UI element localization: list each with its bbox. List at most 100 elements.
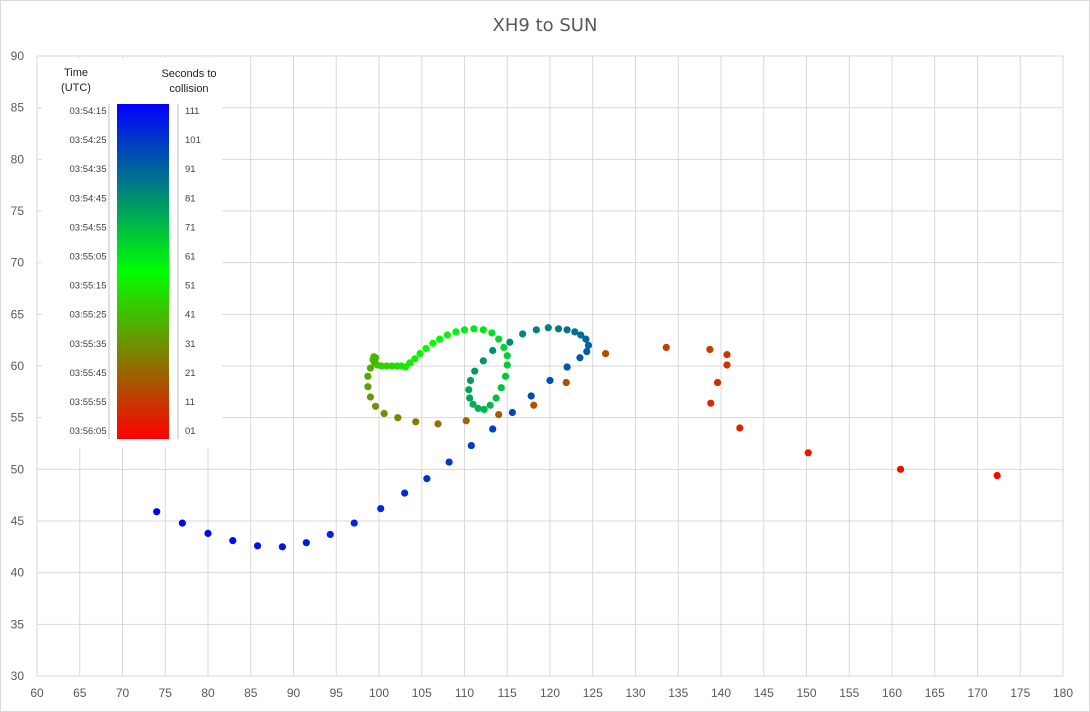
legend-seconds-label: 41 [185, 310, 196, 321]
y-tick-label: 50 [11, 462, 25, 476]
y-tick-label: 75 [11, 204, 25, 218]
data-point [371, 402, 380, 410]
data-point [436, 335, 444, 343]
legend-seconds-header-1: Seconds to [161, 68, 216, 80]
y-tick-label: 30 [11, 669, 25, 683]
legend-seconds-label: 91 [185, 164, 196, 175]
data-point [434, 420, 442, 428]
data-point [554, 325, 563, 333]
data-point [501, 372, 510, 380]
data-point [350, 519, 358, 527]
data-point [366, 364, 375, 372]
x-tick-label: 80 [201, 686, 215, 700]
x-tick-label: 95 [330, 686, 344, 700]
data-point [380, 409, 388, 418]
data-point [393, 362, 401, 370]
x-tick-label: 65 [73, 686, 87, 700]
legend-time-label: 03:55:55 [70, 397, 107, 408]
chart-title: XH9 to SUN [493, 15, 598, 36]
data-point [466, 394, 474, 402]
data-point [460, 326, 469, 334]
data-point [527, 392, 535, 400]
data-point [253, 542, 262, 550]
data-point [366, 393, 375, 401]
y-tick-label: 85 [11, 101, 25, 115]
data-point [707, 399, 715, 407]
data-point [508, 408, 516, 417]
data-point [462, 417, 470, 425]
data-point [326, 530, 334, 539]
data-point [576, 354, 584, 362]
tick-labels: 60 65 70 75 80 85 90 95 100 105 110 115 120 125 130 135… [11, 49, 1074, 700]
legend-seconds-label: 101 [185, 135, 201, 146]
data-point [401, 489, 409, 497]
data-point [423, 475, 431, 483]
x-tick-label: 150 [796, 686, 816, 700]
data-point [480, 405, 488, 413]
legend-time-label: 03:54:45 [70, 193, 107, 204]
x-tick-label: 180 [1053, 686, 1073, 700]
data-point [377, 505, 385, 513]
data-point [571, 328, 579, 336]
data-point [506, 338, 514, 346]
y-tick-label: 70 [11, 256, 25, 270]
data-point [469, 400, 477, 408]
data-point [723, 351, 731, 359]
data-point [896, 465, 905, 473]
data-point [662, 343, 670, 351]
legend-time-label: 03:56:05 [70, 426, 107, 437]
data-point [364, 383, 372, 391]
data-point [495, 335, 503, 343]
x-tick-label: 90 [287, 686, 301, 700]
x-tick-label: 60 [30, 686, 44, 700]
data-point [500, 343, 508, 351]
x-tick-label: 165 [925, 686, 945, 700]
legend-time-label: 03:54:25 [70, 135, 107, 146]
data-point [479, 326, 487, 334]
x-tick-label: 70 [116, 686, 130, 700]
x-tick-label: 75 [159, 686, 173, 700]
x-tick-label: 120 [540, 686, 560, 700]
data-point [532, 326, 540, 334]
x-tick-label: 125 [583, 686, 603, 700]
x-tick-label: 170 [967, 686, 987, 700]
data-point [422, 344, 430, 353]
data-point [470, 325, 478, 333]
data-point [411, 355, 419, 363]
legend-seconds-label: 81 [185, 193, 196, 204]
legend-seconds-label: 61 [185, 252, 196, 263]
x-tick-label: 115 [498, 686, 517, 700]
x-tick-label: 135 [668, 686, 688, 700]
data-point [601, 350, 610, 358]
data-point [383, 362, 391, 370]
x-tick-label: 175 [1010, 686, 1030, 700]
data-point [178, 519, 186, 527]
x-tick-label: 130 [625, 686, 645, 700]
data-point [479, 357, 487, 365]
data-point [466, 376, 475, 385]
data-point [495, 410, 503, 419]
data-point [530, 401, 538, 409]
legend-time-label: 03:55:35 [70, 339, 107, 350]
data-point [371, 358, 379, 366]
data-point [584, 341, 593, 349]
legend-seconds-label: 111 [185, 106, 199, 117]
data-point [467, 441, 475, 450]
legend-time-label: 03:55:15 [70, 281, 107, 292]
data-point [394, 414, 402, 422]
y-tick-label: 45 [11, 514, 25, 528]
data-point [562, 378, 570, 387]
data-point [563, 363, 571, 371]
data-point [492, 394, 500, 402]
data-point [388, 362, 396, 370]
y-tick-label: 40 [11, 566, 25, 580]
data-point [546, 376, 554, 385]
y-tick-label: 35 [11, 617, 25, 631]
data-point [302, 539, 310, 547]
x-tick-label: 155 [839, 686, 859, 700]
data-point [278, 543, 286, 551]
y-tick-label: 60 [11, 359, 25, 373]
legend-time-label: 03:54:55 [70, 222, 107, 233]
data-point [577, 331, 585, 339]
